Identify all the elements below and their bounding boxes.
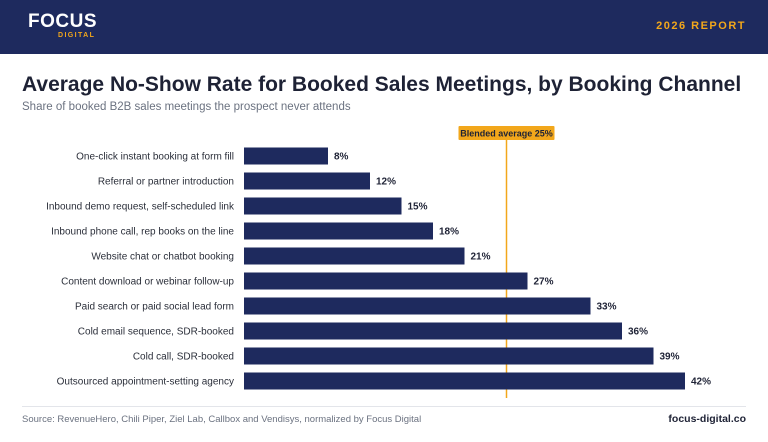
chart-title: Average No-Show Rate for Booked Sales Me… (22, 73, 742, 96)
value-label: 21% (471, 252, 491, 263)
value-label: 39% (660, 352, 680, 363)
category-label: Paid search or paid social lead form (75, 302, 234, 313)
value-label: 36% (628, 327, 648, 338)
chart-subtitle: Share of booked B2B sales meetings the p… (22, 101, 351, 113)
category-label: Inbound phone call, rep books on the lin… (51, 227, 234, 238)
report-label: 2026 REPORT (656, 20, 746, 32)
bar (244, 247, 465, 265)
bar (244, 147, 328, 165)
bar (244, 222, 433, 240)
category-label: Cold email sequence, SDR-booked (78, 327, 234, 338)
bar-chart: Blended average 25% One-click instant boo… (46, 126, 711, 398)
category-label: Cold call, SDR-booked (133, 352, 234, 363)
bar (244, 347, 654, 365)
logo-subtext: DIGITAL (58, 32, 96, 39)
header-bar: FOCUS DIGITAL 2026 REPORT (0, 0, 768, 54)
reference-label: Blended average 25% (460, 129, 553, 139)
logo-wordmark: FOCUS (28, 11, 97, 32)
category-label: Content download or webinar follow-up (61, 277, 234, 288)
source-note: Source: RevenueHero, Chili Piper, Ziel L… (22, 414, 422, 425)
site-link[interactable]: focus-digital.co (668, 413, 746, 425)
bar (244, 172, 370, 190)
value-label: 8% (334, 152, 349, 163)
bar (244, 372, 685, 390)
value-label: 18% (439, 227, 459, 238)
value-label: 42% (691, 377, 711, 388)
category-label: Referral or partner introduction (98, 177, 234, 188)
category-label: Website chat or chatbot booking (91, 252, 234, 263)
value-label: 27% (534, 277, 554, 288)
footer-divider (22, 406, 746, 407)
value-label: 15% (408, 202, 428, 213)
value-label: 12% (376, 177, 396, 188)
bar (244, 297, 591, 315)
bar (244, 272, 528, 290)
bar (244, 322, 622, 340)
category-label: Outsourced appointment-setting agency (57, 377, 234, 388)
reference-label-box (458, 126, 555, 140)
value-label: 33% (597, 302, 617, 313)
brand-logo: FOCUS DIGITAL (28, 12, 98, 42)
bar (244, 197, 402, 215)
category-label: One-click instant booking at form fill (76, 152, 234, 163)
category-label: Inbound demo request, self-scheduled lin… (46, 202, 235, 213)
